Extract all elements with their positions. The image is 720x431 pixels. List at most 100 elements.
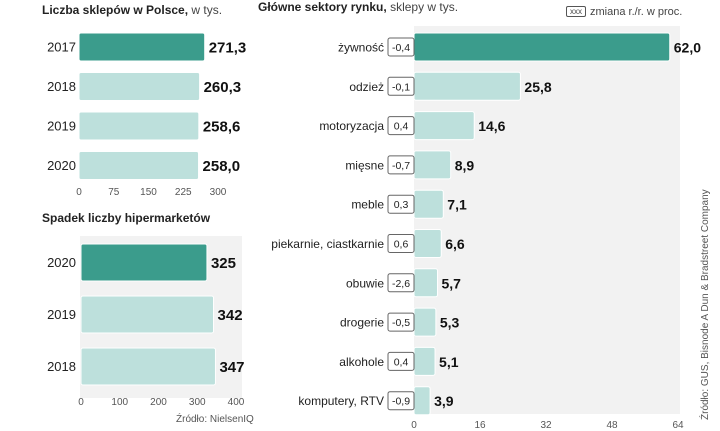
stores-tick-label: 75 xyxy=(108,187,120,198)
sectors-category-label: drogerie xyxy=(340,316,384,330)
stores-title-bold: Liczba sklepów w Polsce, xyxy=(42,3,189,17)
hyper-title-bold: Spadek liczby hipermarketów xyxy=(42,211,211,225)
hyper-bar xyxy=(80,295,215,334)
sectors-bar xyxy=(413,268,439,298)
sectors-category-label: piekarnie, ciastkarnie xyxy=(271,237,384,251)
hyper-category-label: 2018 xyxy=(47,359,76,374)
sector-change-label: -2,6 xyxy=(392,278,410,290)
sectors-tick-label: 32 xyxy=(540,420,552,431)
hyper-tick-label: 0 xyxy=(78,397,84,408)
hyper-bar xyxy=(80,347,216,386)
sectors-tick-label: 0 xyxy=(411,420,417,431)
sector-change-box xyxy=(387,194,415,214)
sectors-category-label: alkohole xyxy=(339,355,384,369)
sectors-category-label: komputery, RTV xyxy=(298,394,384,408)
sector-change-label: -0,7 xyxy=(392,160,410,172)
sectors-value-label: 5,7 xyxy=(442,275,462,291)
sector-change-label: 0,4 xyxy=(394,121,409,133)
stores-tick-label: 150 xyxy=(140,187,157,198)
stores-category-label: 2018 xyxy=(47,79,76,94)
sectors-title-bold: Główne sektory rynku, xyxy=(258,0,387,14)
legend-box: xxx xyxy=(566,6,586,17)
sectors-category-label: żywność xyxy=(338,41,384,55)
sectors-bar xyxy=(413,346,436,376)
sectors-bar xyxy=(413,229,442,258)
stores-tick-label: 225 xyxy=(175,187,192,198)
sectors-value-label: 3,9 xyxy=(434,393,454,409)
stores-category-label: 2020 xyxy=(47,158,76,173)
sectors-category-label: odzież xyxy=(349,80,384,94)
stores-category-label: 2019 xyxy=(47,119,76,134)
stores-tick-label: 0 xyxy=(76,187,82,198)
sector-change-box xyxy=(387,37,415,57)
sectors-value-label: 6,6 xyxy=(445,236,465,252)
sectors-bar xyxy=(413,150,452,180)
hyper-chart-title: Spadek liczby hipermarketów xyxy=(42,211,210,225)
sector-change-box xyxy=(387,116,415,136)
hyper-tick-label: 100 xyxy=(111,397,128,408)
sectors-value-label: 7,1 xyxy=(447,197,467,213)
sector-change-box xyxy=(387,391,415,411)
stores-value-label: 258,6 xyxy=(203,119,241,136)
sectors-chart-title: Główne sektory rynku, sklepy w tys. xyxy=(258,0,458,14)
stores-bar xyxy=(78,111,200,141)
sectors-bar xyxy=(413,386,431,416)
hyper-tick-label: 400 xyxy=(228,397,245,408)
stores-title-sub: w tys. xyxy=(191,3,223,17)
hyper-bar xyxy=(80,243,208,282)
sectors-category-label: motoryzacja xyxy=(319,119,384,133)
sector-change-box xyxy=(387,273,415,293)
sectors-value-label: 5,3 xyxy=(440,315,460,331)
stores-category-label: 2017 xyxy=(47,40,76,55)
sectors-bar xyxy=(413,71,521,101)
hyper-value-label: 342 xyxy=(218,307,243,324)
sector-change-label: -0,1 xyxy=(392,81,410,93)
sectors-value-label: 25,8 xyxy=(524,79,551,95)
sectors-bar xyxy=(413,111,475,141)
stores-value-label: 260,3 xyxy=(204,79,242,96)
sectors-bar xyxy=(413,189,444,219)
stores-value-label: 271,3 xyxy=(209,40,247,57)
change-legend: xxx zmiana r./r. w proc. xyxy=(566,6,682,18)
sector-change-label: 0,6 xyxy=(394,239,409,251)
sectors-category-label: meble xyxy=(351,198,384,212)
sectors-category-label: obuwie xyxy=(346,276,384,290)
sectors-bar xyxy=(413,307,437,337)
sectors-value-label: 5,1 xyxy=(439,354,459,370)
sector-change-label: -0,4 xyxy=(392,42,410,54)
stores-bar xyxy=(78,72,201,101)
sector-change-box xyxy=(387,351,415,371)
sector-change-box xyxy=(387,312,415,332)
sectors-source: Źródło: GUS, Bisnode A Dun & Bradstreet … xyxy=(700,189,711,420)
sectors-value-label: 62,0 xyxy=(674,40,701,56)
hyper-source: Źródło: NielsenIQ xyxy=(176,414,254,425)
hyper-tick-label: 200 xyxy=(150,397,167,408)
sector-change-label: 0,4 xyxy=(394,356,409,368)
hyper-value-label: 347 xyxy=(219,359,244,376)
sectors-category-label: mięsne xyxy=(345,158,384,172)
hyper-tick-label: 300 xyxy=(189,397,206,408)
sector-change-box xyxy=(387,234,415,253)
sector-change-label: -0,5 xyxy=(392,317,410,329)
sector-change-box xyxy=(387,76,415,96)
sector-change-box xyxy=(387,155,415,175)
hyper-category-label: 2019 xyxy=(47,307,76,322)
sectors-value-label: 8,9 xyxy=(455,157,475,173)
sector-change-label: 0,3 xyxy=(394,199,409,211)
stores-tick-label: 300 xyxy=(210,187,227,198)
hyper-value-label: 325 xyxy=(211,255,236,272)
hyper-category-label: 2020 xyxy=(47,255,76,270)
legend-text: zmiana r./r. w proc. xyxy=(590,6,683,18)
sectors-title-sub: sklepy w tys. xyxy=(390,0,459,14)
stores-chart-title: Liczba sklepów w Polsce, w tys. xyxy=(42,3,222,17)
sectors-value-label: 14,6 xyxy=(478,118,505,134)
sectors-tick-label: 16 xyxy=(474,420,486,431)
stores-bar xyxy=(78,151,200,180)
sector-change-label: -0,9 xyxy=(392,396,410,408)
sectors-tick-label: 48 xyxy=(606,420,618,431)
sectors-tick-label: 64 xyxy=(672,420,684,431)
stores-value-label: 258,0 xyxy=(203,158,241,175)
stores-bar xyxy=(78,32,206,62)
sectors-bar xyxy=(413,32,671,62)
